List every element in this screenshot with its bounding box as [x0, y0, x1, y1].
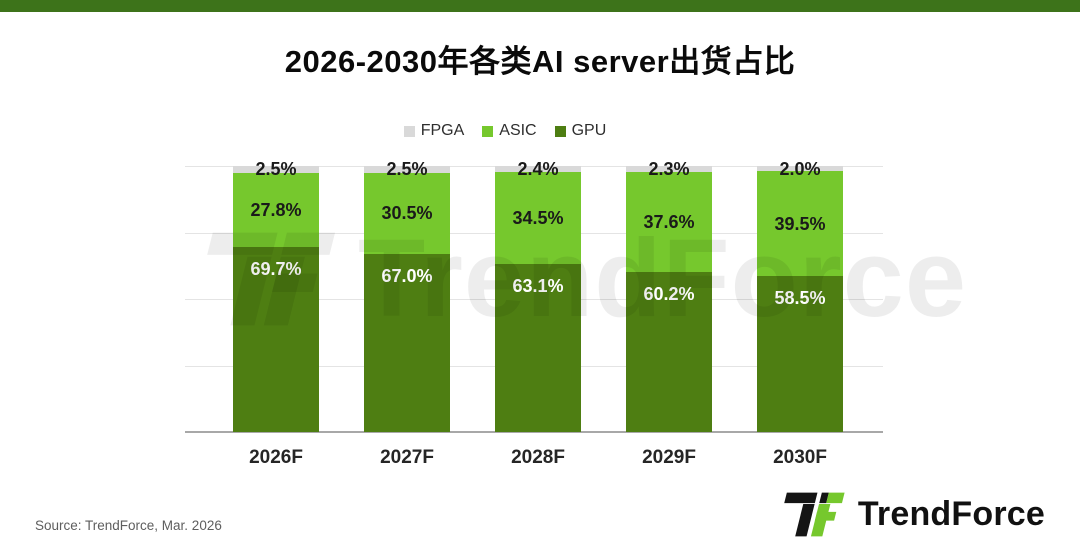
value-label-gpu: 69.7% [250, 258, 302, 279]
legend-swatch-icon [482, 125, 494, 137]
x-tick-label-2030f: 2030F [773, 447, 827, 468]
top-accent-banner [0, 0, 1080, 12]
x-tick-label-2029f: 2029F [642, 447, 696, 468]
value-label-asic: 30.5% [381, 203, 433, 224]
bar-segment-asic: 37.6% [626, 171, 712, 272]
x-tick-label-2028f: 2028F [511, 447, 565, 468]
x-tick-label-2027f: 2027F [380, 447, 434, 468]
bar-segment-asic: 27.8% [233, 172, 319, 247]
bar-segment-fpga: 2.5% [233, 159, 319, 179]
value-label-asic: 27.8% [250, 199, 302, 220]
bar-segment-gpu: 60.2% [626, 271, 712, 432]
trendforce-logo-icon [776, 490, 848, 539]
bar-2028f: 63.1% 34.5% 2.4% [495, 159, 581, 432]
value-label-gpu: 63.1% [512, 276, 564, 297]
bar-2029f: 60.2% 37.6% 2.3% [626, 159, 712, 432]
bar-segment-gpu: 58.5% [757, 276, 843, 432]
bar-segment-fpga: 2.4% [495, 159, 581, 179]
bar-2027f: 67.0% 30.5% 2.5% [364, 159, 450, 432]
chart-legend: FPGA ASIC GPU [145, 121, 865, 141]
value-label-fpga: 2.4% [517, 159, 559, 180]
bar-segment-fpga: 2.5% [364, 159, 450, 179]
legend-item-fpga: FPGA [403, 122, 465, 140]
bar-segment-gpu: 67.0% [364, 253, 450, 432]
value-label-asic: 37.6% [643, 211, 695, 232]
value-label-asic: 34.5% [512, 208, 564, 229]
bar-segment-asic: 30.5% [364, 172, 450, 254]
bar-segment-gpu: 69.7% [233, 246, 319, 432]
value-label-gpu: 60.2% [643, 283, 695, 304]
legend-item-asic: ASIC [482, 122, 537, 140]
brand-wordmark: TrendForce [857, 494, 1045, 533]
source-note: Source: TrendForce, Mar. 2026 [35, 518, 222, 533]
value-label-asic: 39.5% [774, 213, 826, 234]
bar-segment-gpu: 63.1% [495, 264, 581, 432]
bar-segment-fpga: 2.0% [757, 159, 843, 179]
value-label-fpga: 2.0% [779, 158, 821, 179]
value-label-gpu: 67.0% [381, 265, 433, 286]
legend-label: ASIC [499, 122, 537, 139]
legend-swatch-icon [554, 125, 566, 137]
legend-swatch-icon [403, 125, 415, 137]
x-tick-label-2026f: 2026F [249, 447, 303, 468]
value-label-fpga: 2.5% [386, 159, 428, 180]
value-label-fpga: 2.5% [255, 159, 297, 180]
value-label-gpu: 58.5% [774, 288, 826, 309]
x-axis-baseline [185, 431, 883, 433]
value-label-fpga: 2.3% [648, 158, 690, 179]
bar-segment-asic: 34.5% [495, 172, 581, 265]
trendforce-brand-logo: TrendForce [776, 487, 1045, 541]
x-axis-labels: 2026F 2027F 2028F 2029F 2030F [185, 447, 885, 471]
legend-label: GPU [571, 122, 607, 139]
bar-segment-fpga: 2.3% [626, 159, 712, 179]
chart-title: 2026-2030年各类AI server出货占比 [284, 44, 796, 79]
legend-label: FPGA [420, 122, 465, 139]
bar-2030f: 58.5% 39.5% 2.0% [757, 159, 843, 432]
bar-segment-asic: 39.5% [757, 171, 843, 277]
legend-item-gpu: GPU [554, 122, 607, 140]
plot-area: 69.7% 27.8% 2.5% 67.0% 30.5% 2.5% 63.1% 34.5% 2.… [185, 159, 885, 433]
bar-2026f: 69.7% 27.8% 2.5% [233, 159, 319, 432]
